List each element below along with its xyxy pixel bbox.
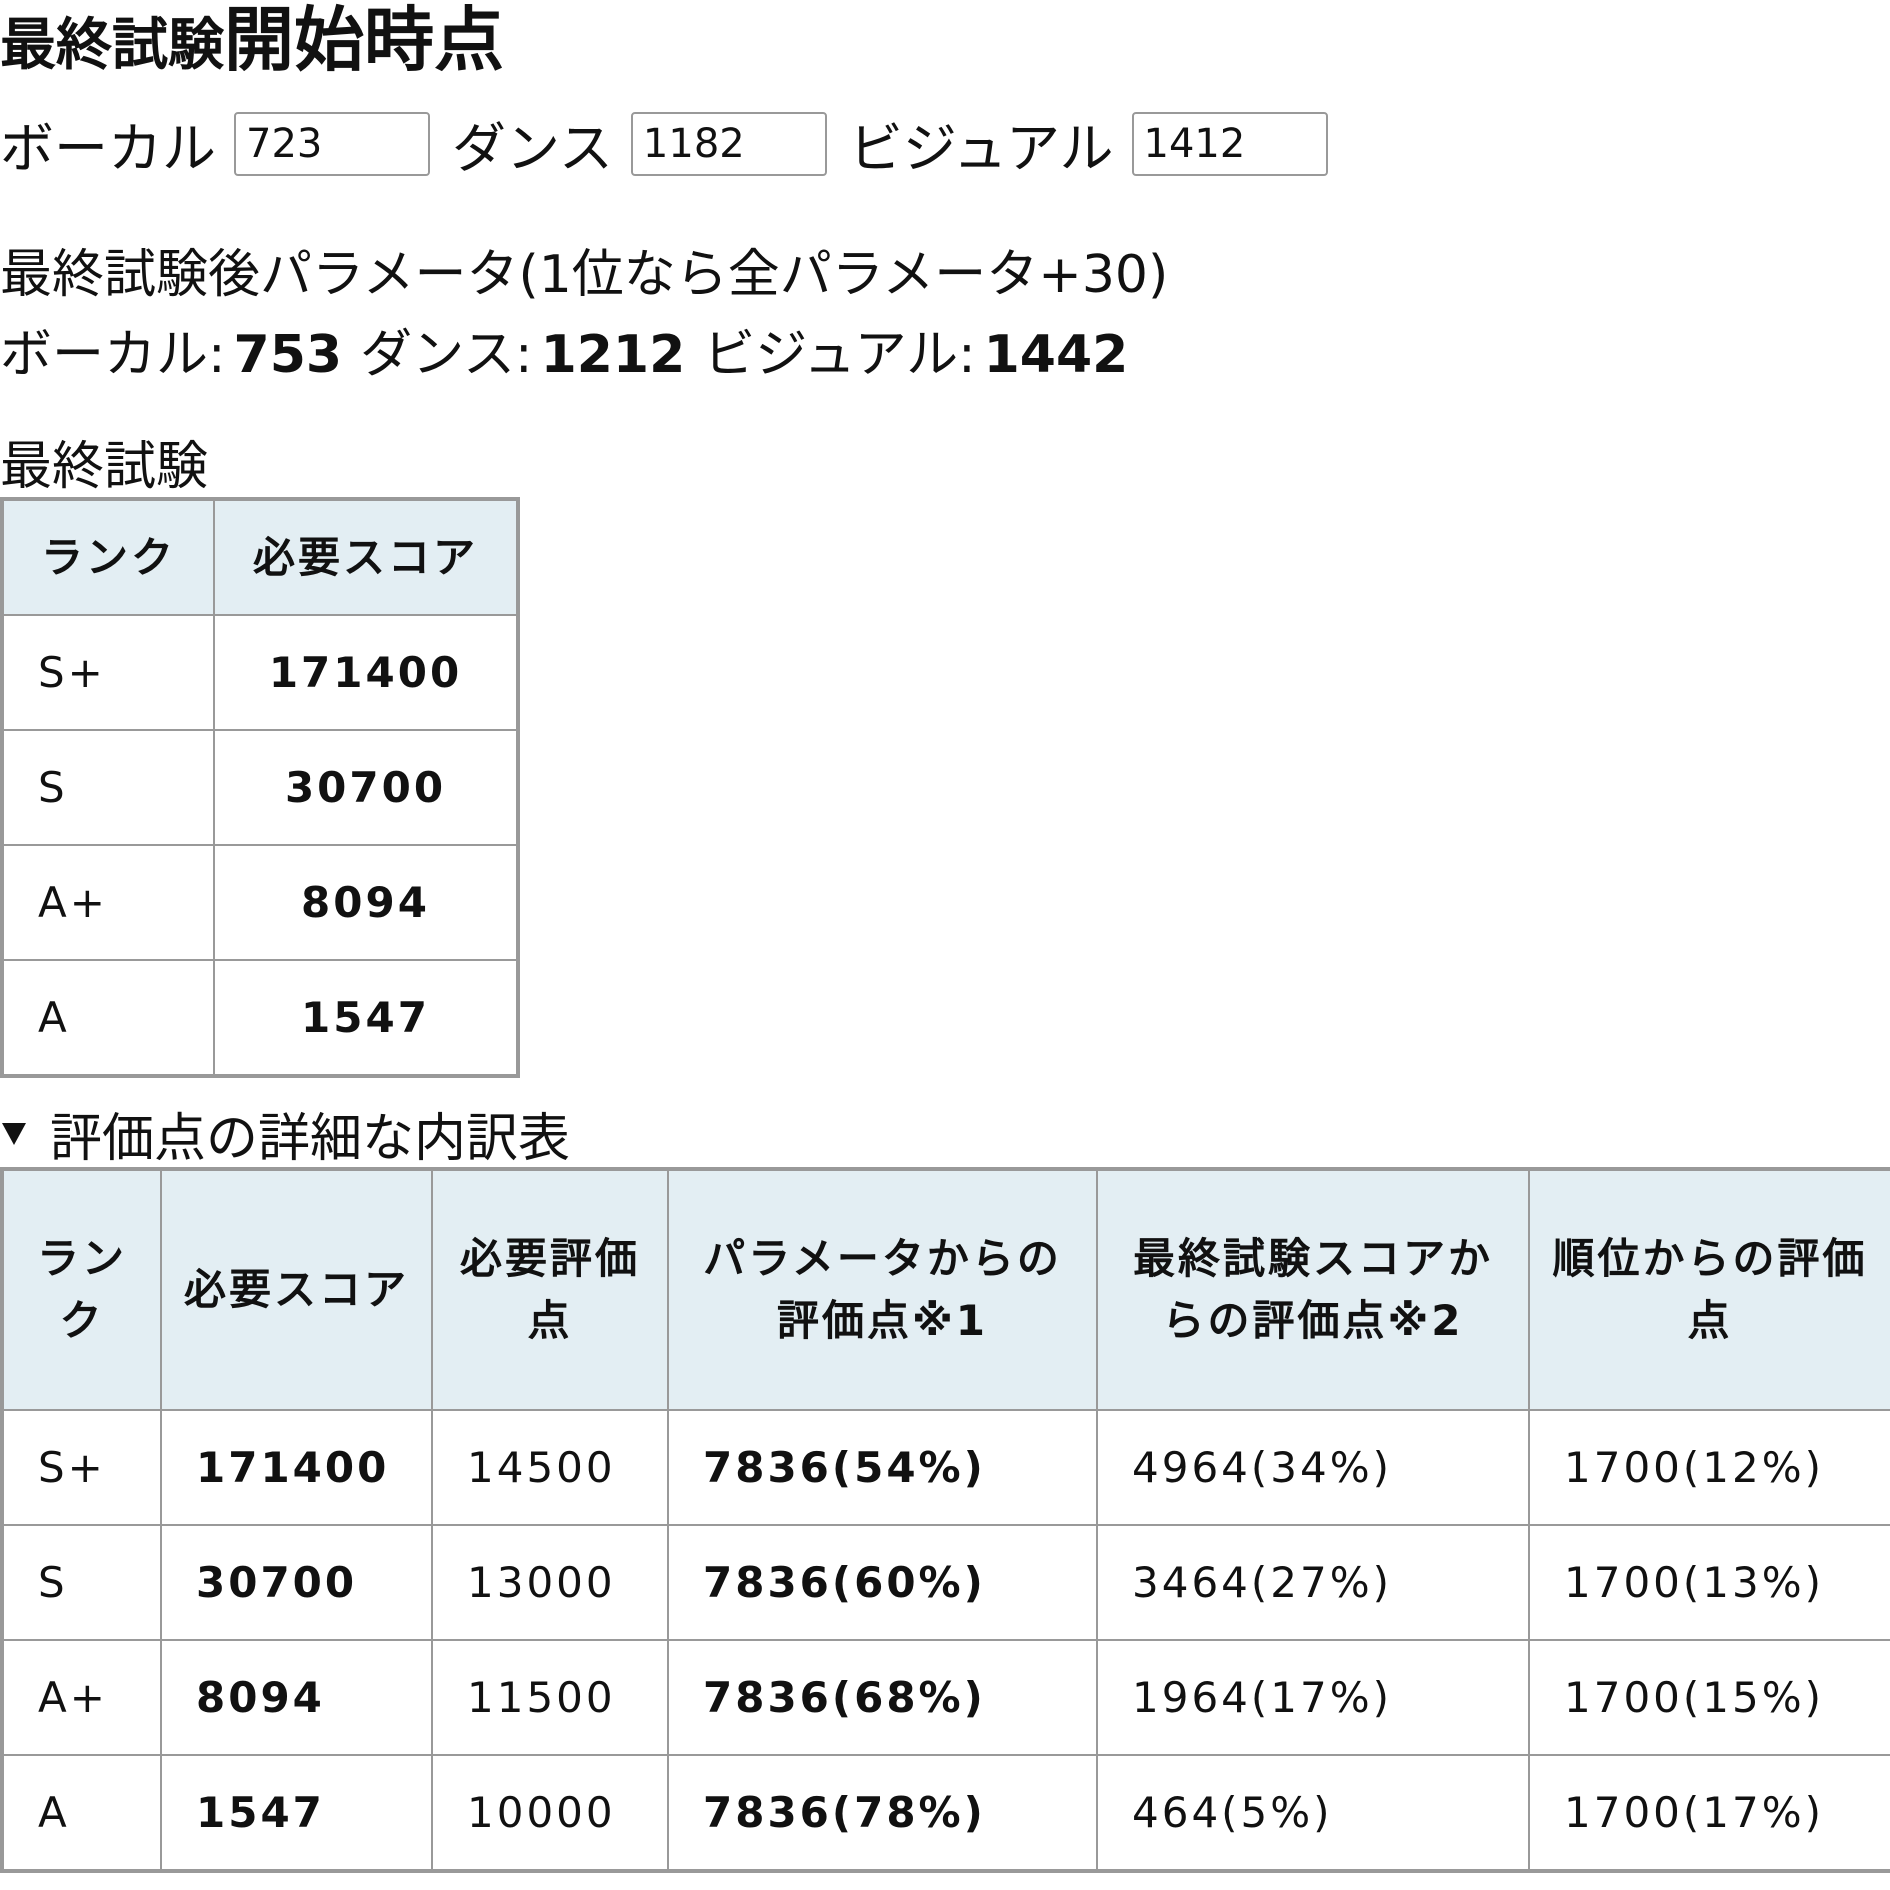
number-input[interactable] — [630, 111, 827, 176]
table-caption: 最終試験 — [0, 437, 209, 497]
table-cell: 13000 — [431, 1524, 669, 1641]
table-cell: 7836(60%) — [667, 1524, 1098, 1641]
details-summary[interactable]: 評価点の詳細な内訳表 — [0, 1096, 570, 1171]
result-label: ビジュアル: — [703, 325, 976, 385]
table-cell: 8094 — [213, 844, 519, 961]
table-cell: S — [1, 1524, 162, 1641]
table-cell: A — [1, 959, 215, 1077]
number-input[interactable] — [234, 111, 430, 176]
title-small: 最終試験 — [0, 13, 224, 78]
table-row: S+ 171400 14500 7836(54%) 4964(34%) 1700(12%) — [1, 1409, 1890, 1526]
table-cell: 1547 — [160, 1754, 433, 1872]
table-cell: 8094 — [160, 1639, 433, 1756]
table-cell: 1700(13%) — [1528, 1524, 1890, 1641]
table-cell: 171400 — [160, 1409, 433, 1526]
header-cell: 最終試験スコアからの評価点※2 — [1096, 1168, 1530, 1411]
table-cell: A+ — [1, 844, 215, 961]
table-cell: 1700(17%) — [1528, 1754, 1890, 1872]
table-cell: A — [1, 1754, 162, 1872]
table-cell: 464(5%) — [1096, 1754, 1530, 1872]
table-cell: S+ — [1, 1409, 162, 1526]
title-large: 開始時点 — [224, 0, 504, 81]
table-row: A 1547 10000 7836(78%) 464(5%) 1700(17%) — [1, 1754, 1890, 1872]
table-cell: 7836(54%) — [667, 1409, 1098, 1526]
table-cell: 7836(78%) — [667, 1754, 1098, 1872]
result-label: ボーカル: — [0, 325, 226, 385]
result-value: 1442 — [983, 325, 1129, 385]
result-label: ダンス: — [360, 325, 533, 385]
header-row: ランク 必要スコア 必要評価点 パラメータからの評価点※1 最終試験スコアからの評価点※… — [1, 1168, 1890, 1411]
header-cell: ランク — [1, 1168, 162, 1411]
table-row: S 30700 — [1, 729, 519, 846]
table-cell: 7836(68%) — [667, 1639, 1098, 1756]
header-cell: 順位からの評価点 — [1528, 1168, 1890, 1411]
header-cell: ランク — [1, 498, 215, 616]
table-row: A+ 8094 11500 7836(68%) 1964(17%) 1700(15%) — [1, 1639, 1890, 1756]
table-cell: 1547 — [213, 959, 519, 1077]
result-values: ボーカル: 753 ダンス: 1212 ビジュアル: 1442 — [0, 312, 1146, 387]
table-cell: 4964(34%) — [1096, 1409, 1530, 1526]
table-cell: 1700(15%) — [1528, 1639, 1890, 1756]
input-label: ダンス — [452, 117, 613, 180]
header-cell: 必要スコア — [160, 1168, 433, 1411]
table-cell: 14500 — [431, 1409, 669, 1526]
table-cell: 30700 — [213, 729, 519, 846]
detail-table: ランク 必要スコア 必要評価点 パラメータからの評価点※1 最終試験スコアからの評価点※… — [0, 1167, 1890, 1873]
header-cell: パラメータからの評価点※1 — [667, 1168, 1098, 1411]
table-cell: S — [1, 729, 215, 846]
header-cell: 必要評価点 — [431, 1168, 669, 1411]
summary-text[interactable]: 評価点の詳細な内訳表 — [50, 1109, 571, 1169]
rank-table: ランク 必要スコア S+ 171400 S 30700 A+ 8094 A 1547 — [0, 497, 520, 1078]
table-cell: 1964(17%) — [1096, 1639, 1530, 1756]
table-cell: 30700 — [160, 1524, 433, 1641]
table-cell: 11500 — [431, 1639, 669, 1756]
result-value: 1212 — [540, 325, 686, 385]
header-cell: 必要スコア — [213, 498, 519, 616]
table-cell: 1700(12%) — [1528, 1409, 1890, 1526]
table-row: S+ 171400 — [1, 614, 519, 731]
disclosure-triangle[interactable] — [2, 1122, 26, 1145]
table-cell: 3464(27%) — [1096, 1524, 1530, 1641]
table-row: A 1547 — [1, 959, 519, 1077]
input-label: ビジュアル — [848, 117, 1114, 180]
input-row: ボーカル ダンス ビジュアル — [0, 104, 1350, 183]
result-value: 753 — [233, 325, 343, 385]
table-row: A+ 8094 — [1, 844, 519, 961]
number-input[interactable] — [1131, 111, 1328, 176]
table-cell: S+ — [1, 614, 215, 731]
table-cell: 10000 — [431, 1754, 669, 1872]
input-label: ボーカル — [0, 117, 216, 180]
header-row: ランク 必要スコア — [1, 498, 519, 616]
result-heading: 最終試験後パラメータ(1位なら全パラメータ+30) — [0, 245, 1169, 305]
table-cell: A+ — [1, 1639, 162, 1756]
table-cell: 171400 — [213, 614, 519, 731]
page-title: 最終試験開始時点 — [0, 0, 504, 93]
table-row: S 30700 13000 7836(60%) 3464(27%) 1700(13%) — [1, 1524, 1890, 1641]
